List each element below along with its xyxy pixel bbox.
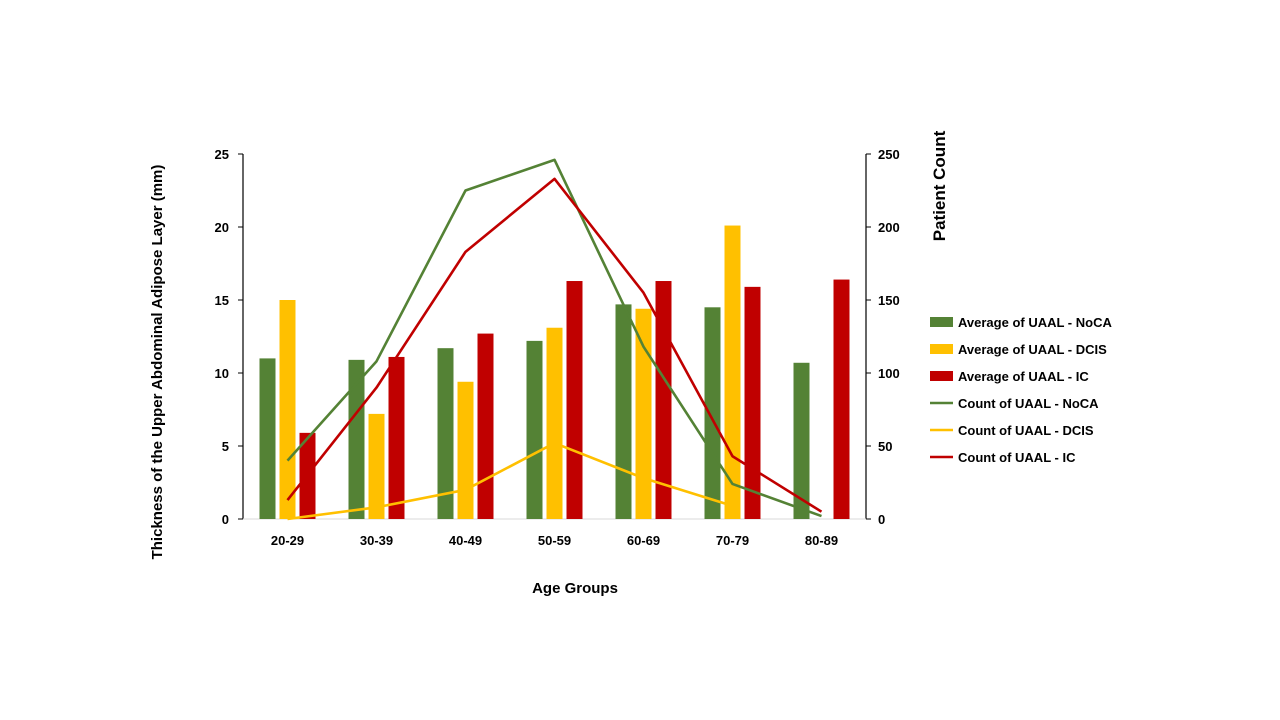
bar-60-69-3 <box>655 281 672 519</box>
y-tick-label: 20 <box>215 220 229 235</box>
bar-80-89-1 <box>793 362 810 519</box>
count-line-2 <box>287 441 733 521</box>
bar-70-79-1 <box>704 307 721 519</box>
x-tick-label: 40-49 <box>449 533 482 548</box>
bar-40-49-1 <box>437 348 454 519</box>
y2-axis-title: Patient Count <box>930 130 949 241</box>
y2-tick-label: 250 <box>878 147 900 162</box>
bar-20-29-1 <box>259 358 276 519</box>
x-tick-label: 80-89 <box>805 533 838 548</box>
y-tick-label: 5 <box>222 439 229 454</box>
legend-swatch-bar <box>930 371 953 381</box>
bar-80-89-3 <box>833 279 850 519</box>
legend-label: Count of UAAL - DCIS <box>958 423 1094 438</box>
y-tick-label: 15 <box>215 293 229 308</box>
bar-40-49-2 <box>457 381 474 519</box>
legend: Average of UAAL - NoCA Average of UAAL - … <box>930 315 1112 465</box>
x-tick-label: 60-69 <box>627 533 660 548</box>
bar-70-79-3 <box>744 286 761 519</box>
y2-tick-label: 100 <box>878 366 900 381</box>
bar-30-39-3 <box>388 356 405 519</box>
x-tick-label: 30-39 <box>360 533 393 548</box>
y-axis-title: Thickness of the Upper Abdominal Adipose… <box>149 165 166 560</box>
bar-50-59-1 <box>526 340 543 519</box>
bar-40-49-3 <box>477 333 494 519</box>
bars-layer <box>259 225 850 520</box>
legend-swatch-bar <box>930 344 953 354</box>
x-tick-label: 50-59 <box>538 533 571 548</box>
x-tick-label: 20-29 <box>271 533 304 548</box>
y-tick-label: 10 <box>215 366 229 381</box>
legend-label: Average of UAAL - NoCA <box>958 315 1112 330</box>
y2-tick-label: 50 <box>878 439 892 454</box>
bar-30-39-1 <box>348 359 365 519</box>
bar-60-69-1 <box>615 304 632 519</box>
y-tick-label: 0 <box>222 512 229 527</box>
y2-tick-label: 0 <box>878 512 885 527</box>
legend-label: Count of UAAL - NoCA <box>958 396 1099 411</box>
y2-tick-label: 150 <box>878 293 900 308</box>
y2-tick-label: 200 <box>878 220 900 235</box>
bar-60-69-2 <box>635 308 652 519</box>
x-tick-label: 70-79 <box>716 533 749 548</box>
legend-swatch-bar <box>930 317 953 327</box>
legend-label: Count of UAAL - IC <box>958 450 1076 465</box>
bar-20-29-2 <box>279 300 296 519</box>
bar-50-59-3 <box>566 281 583 519</box>
x-axis-title: Age Groups <box>532 580 618 597</box>
bar-70-79-2 <box>724 225 741 520</box>
count-line-3 <box>286 177 823 513</box>
y-tick-label: 25 <box>215 147 229 162</box>
legend-label: Average of UAAL - IC <box>958 369 1089 384</box>
lines-layer <box>286 158 823 521</box>
count-line-1 <box>286 158 822 518</box>
bar-30-39-2 <box>368 413 385 519</box>
bar-50-59-2 <box>546 327 563 519</box>
legend-label: Average of UAAL - DCIS <box>958 342 1107 357</box>
